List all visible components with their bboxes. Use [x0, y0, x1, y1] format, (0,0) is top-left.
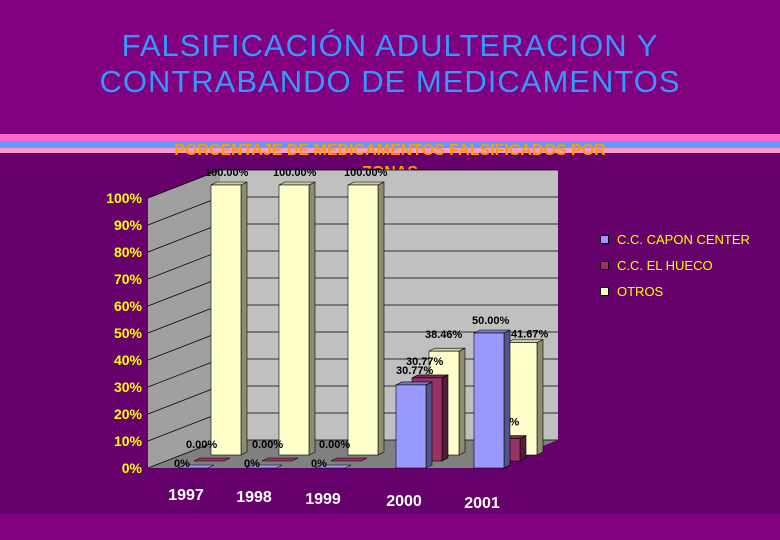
- y-tick-label: 60%: [114, 298, 143, 314]
- bar-side: [441, 374, 449, 462]
- bar: [245, 464, 283, 469]
- slide-title-line2: CONTRABANDO DE MEDICAMENTOS: [99, 64, 681, 99]
- y-tick-label: 20%: [114, 406, 143, 422]
- data-label: 0.00%: [186, 439, 217, 451]
- x-tick-label: 1997: [168, 487, 204, 504]
- data-label: 0.00%: [319, 439, 350, 451]
- y-tick-label: 90%: [114, 217, 143, 233]
- y-tick-label: 100%: [106, 190, 142, 206]
- bar-side: [503, 329, 511, 469]
- gridline: [147, 169, 558, 199]
- bar-top: [347, 181, 385, 186]
- legend-swatch: [600, 234, 609, 244]
- chart-title-line1: PORCENTAJE DE MEDICAMENTOS FALSIFICADOS …: [174, 142, 606, 159]
- legend-label: C.C. EL HUECO: [617, 257, 713, 273]
- bar: [395, 384, 427, 469]
- slide-title: FALSIFICACIÓN ADULTERACION Y CONTRABANDO…: [0, 28, 780, 100]
- bar: [347, 184, 379, 456]
- data-label: 0%: [244, 458, 260, 470]
- bar: [193, 457, 231, 462]
- data-label: 100.00%: [205, 167, 249, 179]
- y-tick-label: 10%: [114, 433, 143, 449]
- divider-stripe: [0, 141, 780, 148]
- legend-item-el-hueco: C.C. EL HUECO: [600, 252, 750, 278]
- bar-side: [308, 181, 316, 456]
- bar-side: [458, 347, 466, 456]
- bar: [261, 457, 299, 462]
- y-tick-label: 30%: [114, 379, 143, 395]
- x-tick-label: 1998: [236, 489, 272, 506]
- legend-item-otros: OTROS: [600, 278, 750, 304]
- divider-stripe: [0, 153, 780, 156]
- bar: [177, 464, 215, 469]
- bar-side: [519, 435, 527, 462]
- data-label: 38.46%: [425, 329, 463, 341]
- y-tick-label: 40%: [114, 352, 143, 368]
- data-label: 0%: [174, 458, 190, 470]
- legend-swatch: [600, 286, 609, 296]
- bar: [473, 332, 505, 469]
- y-tick-label: 0%: [122, 460, 143, 476]
- bar-side: [425, 381, 433, 469]
- data-label: 0.00%: [252, 439, 283, 451]
- bar: [330, 457, 368, 462]
- divider-stripe: [0, 134, 780, 141]
- bar-side: [536, 339, 544, 456]
- bar-top: [395, 381, 433, 386]
- x-tick-label: 2001: [464, 495, 500, 512]
- chart-legend: C.C. CAPON CENTER C.C. EL HUECO OTROS: [600, 226, 750, 304]
- x-tick-label: 1999: [305, 491, 341, 508]
- legend-item-capon-center: C.C. CAPON CENTER: [600, 226, 750, 252]
- data-label: 41.67%: [511, 328, 549, 340]
- data-label: 0%: [311, 458, 327, 470]
- x-tick-label: 2000: [386, 493, 422, 510]
- bar-side: [240, 181, 248, 456]
- data-label: 30.77%: [406, 356, 444, 368]
- bar-top: [473, 329, 511, 334]
- bar-top: [428, 347, 466, 352]
- slide-title-line1: FALSIFICACIÓN ADULTERACION Y: [121, 28, 659, 63]
- legend-swatch: [600, 260, 609, 270]
- y-tick-label: 50%: [114, 325, 143, 341]
- data-label: 100.00%: [344, 167, 388, 179]
- bar-side: [377, 181, 385, 456]
- bar: [210, 184, 242, 456]
- bar: [278, 184, 310, 456]
- bar-top: [210, 181, 248, 186]
- bar-top: [278, 181, 316, 186]
- y-tick-label: 70%: [114, 271, 143, 287]
- legend-label: OTROS: [617, 283, 664, 299]
- legend-label: C.C. CAPON CENTER: [617, 231, 750, 247]
- bar: [314, 464, 352, 469]
- y-tick-label: 80%: [114, 244, 143, 260]
- data-label: 30.77%: [396, 365, 434, 377]
- data-label: 100.00%: [273, 167, 317, 179]
- divider-stripe: [0, 148, 780, 153]
- data-label: 50.00%: [472, 315, 510, 327]
